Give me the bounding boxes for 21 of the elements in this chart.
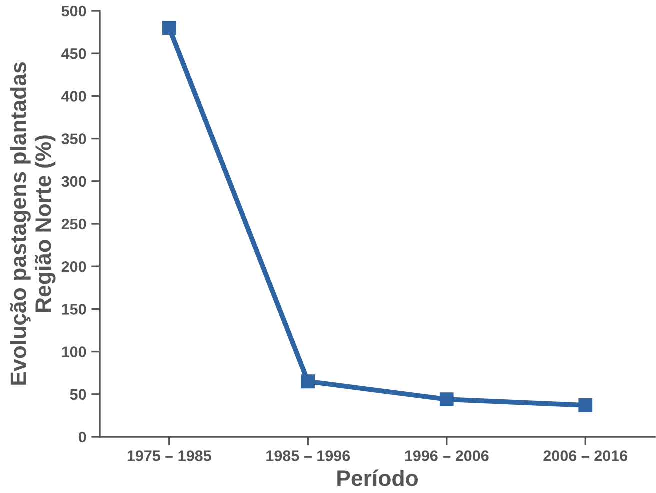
x-axis-title: Período [338,470,418,486]
x-tick-label: 2006 – 2016 [544,450,628,462]
y-tick-label: 450 [62,48,86,60]
y-tick-label: 300 [62,176,86,188]
y-tick-label: 100 [62,346,86,358]
point [578,398,593,412]
point [301,374,316,389]
y-tick-label: 150 [62,304,86,315]
x-tick-label: 1996 – 2006 [405,450,489,462]
y-tick-label: 250 [62,218,86,230]
point [440,392,454,406]
point [162,21,176,35]
y-tick-label: 200 [62,261,86,272]
y-tick-label: 0 [78,432,86,443]
x-tick-label: 1975 – 1985 [128,450,212,462]
y-tick-label: 500 [62,6,86,17]
y-tick-label: 50 [70,389,86,400]
y-tick-label: 350 [62,134,86,145]
x-tick-label: 1985 – 1996 [266,450,350,462]
y-tick-label: 400 [62,91,86,102]
y-axis-title: Evolução pastagens plantadas Região Norte (%) [10,62,56,385]
